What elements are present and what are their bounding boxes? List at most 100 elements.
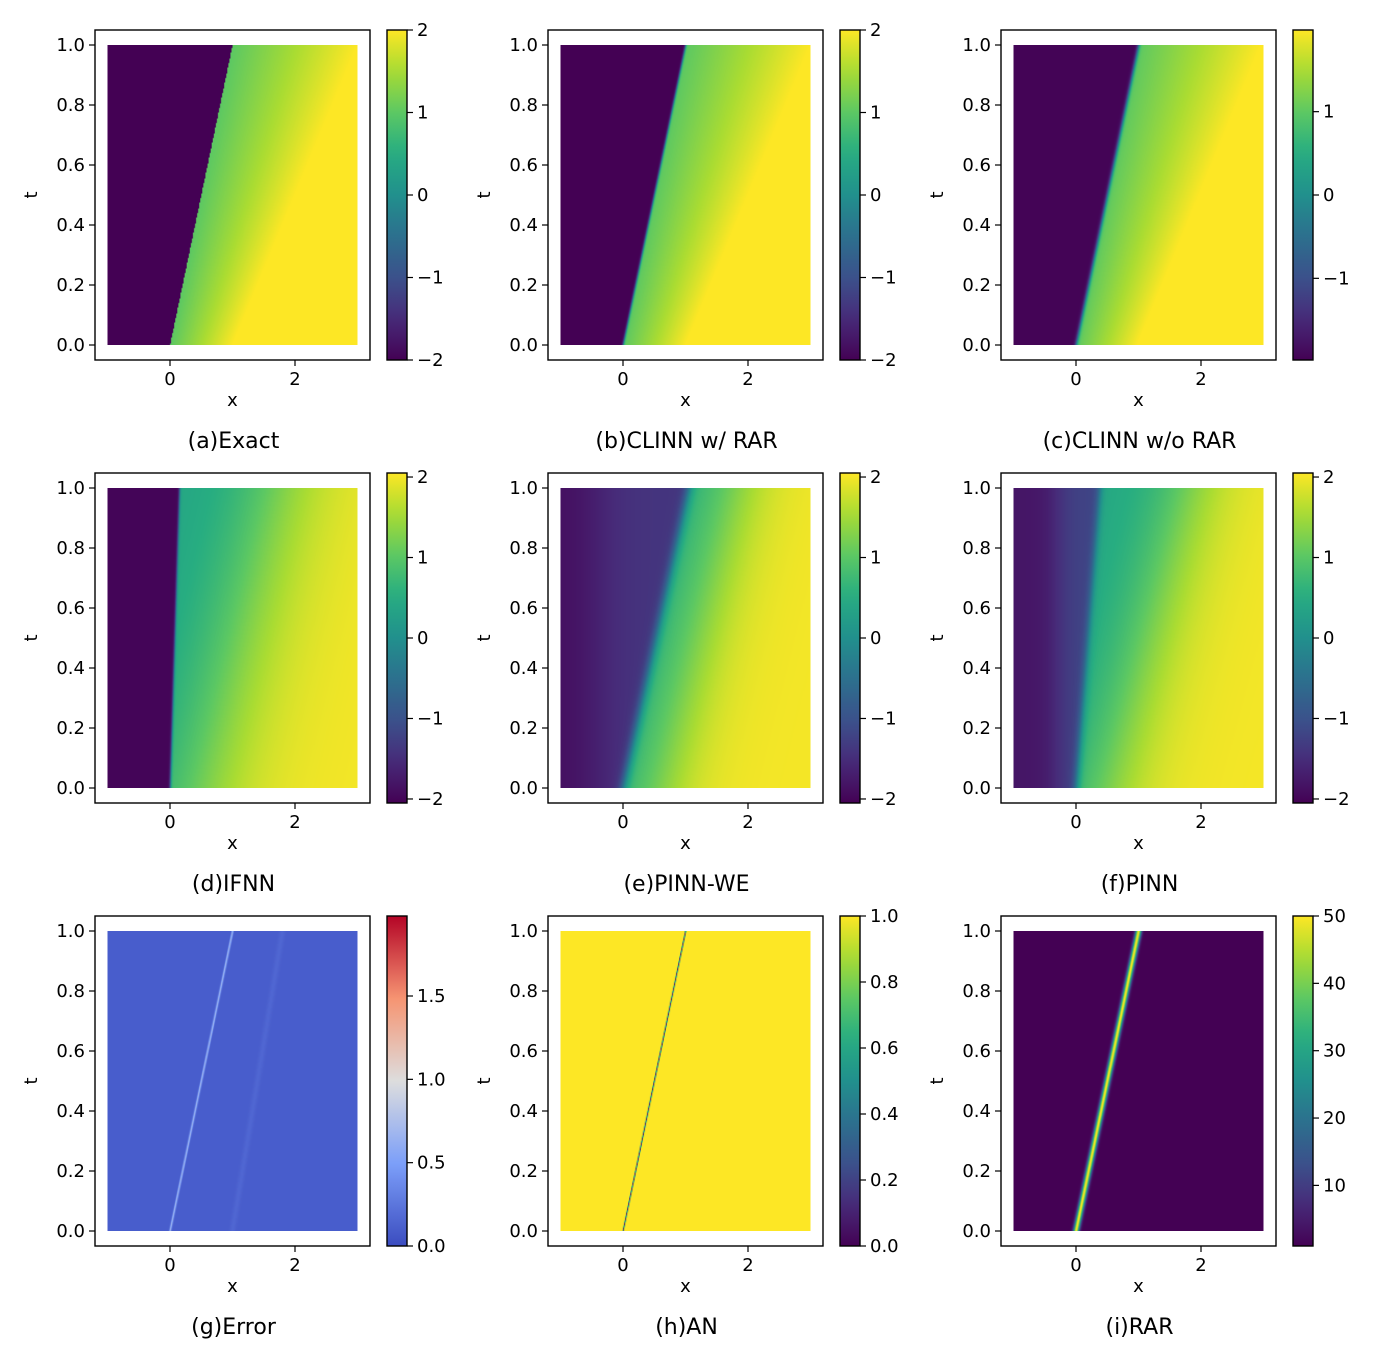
x-tick-label: 2 xyxy=(289,1255,300,1276)
y-tick-label: 0.2 xyxy=(962,718,991,739)
colorbar-tick-label: 0 xyxy=(870,628,881,649)
colorbar-tick-label: 2 xyxy=(417,20,428,41)
panel-g: 0 2 0.0 0.2 0.4 0.6 0.8 1.0 x t (g)Error 0.0 0.5 1.0 1… xyxy=(21,915,446,1340)
y-tick-label: 0.4 xyxy=(509,1101,538,1122)
colorbar xyxy=(1293,473,1313,803)
colorbar-tick-label: 1.5 xyxy=(417,986,446,1007)
panel-caption: (f)PINN xyxy=(1101,872,1179,897)
colorbar-tick-label: 1.0 xyxy=(417,1069,446,1090)
y-tick-label: 0.2 xyxy=(509,718,538,739)
y-axis-label: t xyxy=(927,634,948,641)
y-tick-label: 0.8 xyxy=(509,538,538,559)
panel-caption: (b)CLINN w/ RAR xyxy=(595,429,777,454)
colorbar-tick-label: −2 xyxy=(870,350,897,371)
panel-d: 0 2 0.0 0.2 0.4 0.6 0.8 1.0 x t (d)IFNN −2 −1 0 1 2 xyxy=(21,467,444,897)
x-tick-label: 0 xyxy=(617,369,628,390)
colorbar-frame xyxy=(839,915,861,1247)
heatmap-a xyxy=(107,45,358,345)
colorbar xyxy=(1293,30,1313,360)
x-tick-label: 0 xyxy=(1070,1255,1081,1276)
y-tick-label: 0.8 xyxy=(56,538,85,559)
x-axis-label: x xyxy=(680,833,691,854)
y-tick-label: 0.0 xyxy=(509,335,538,356)
axes-frame xyxy=(1000,915,1277,1247)
y-tick-label: 0.8 xyxy=(56,981,85,1002)
colorbar-tick-label: 0.6 xyxy=(870,1038,899,1059)
colorbar-frame xyxy=(386,915,408,1247)
y-tick-label: 1.0 xyxy=(509,478,538,499)
y-tick-label: 0.2 xyxy=(509,1161,538,1182)
colorbar-tick-label: 0 xyxy=(417,628,428,649)
x-tick-label: 0 xyxy=(164,369,175,390)
heatmap-e xyxy=(560,488,811,788)
colorbar-tick-label: 2 xyxy=(870,467,881,488)
y-axis-label: t xyxy=(474,191,495,198)
panel-caption: (i)RAR xyxy=(1105,1315,1173,1340)
x-axis-label: x xyxy=(227,1276,238,1297)
y-tick-label: 0.0 xyxy=(56,335,85,356)
panel-c: 0 2 0.0 0.2 0.4 0.6 0.8 1.0 x t (c)CLINN w/o RAR −1… xyxy=(927,29,1350,454)
colorbar-tick-label: 50 xyxy=(1323,906,1346,927)
y-axis-label: t xyxy=(474,1077,495,1084)
colorbar-tick-label: 40 xyxy=(1323,973,1346,994)
x-tick-label: 2 xyxy=(1195,1255,1206,1276)
y-tick-label: 0.0 xyxy=(56,1221,85,1242)
y-tick-label: 1.0 xyxy=(962,35,991,56)
x-tick-label: 0 xyxy=(1070,369,1081,390)
y-tick-label: 0.4 xyxy=(962,658,991,679)
y-axis-label: t xyxy=(474,634,495,641)
x-tick-label: 2 xyxy=(1195,812,1206,833)
y-tick-label: 0.4 xyxy=(509,215,538,236)
x-tick-label: 2 xyxy=(742,812,753,833)
colorbar-tick-label: 2 xyxy=(1323,467,1334,488)
panel-e: 0 2 0.0 0.2 0.4 0.6 0.8 1.0 x t (e)PINN-WE −2 −1 0 1 2 xyxy=(474,467,897,897)
y-tick-label: 1.0 xyxy=(962,921,991,942)
y-tick-label: 0.2 xyxy=(56,1161,85,1182)
y-tick-label: 0.0 xyxy=(962,335,991,356)
y-axis-label: t xyxy=(21,191,42,198)
y-tick-label: 0.6 xyxy=(962,1041,991,1062)
colorbar-tick-label: 20 xyxy=(1323,1108,1346,1129)
y-tick-label: 0.6 xyxy=(962,155,991,176)
x-tick-label: 0 xyxy=(617,812,628,833)
y-tick-label: 0.2 xyxy=(962,275,991,296)
colorbar-tick-label: −2 xyxy=(1323,789,1350,810)
y-tick-label: 0.0 xyxy=(509,778,538,799)
colorbar-tick-label: −1 xyxy=(870,268,897,289)
axes-frame xyxy=(547,472,824,804)
x-axis-label: x xyxy=(227,833,238,854)
colorbar-tick-label: −1 xyxy=(870,708,897,729)
y-tick-label: 1.0 xyxy=(56,35,85,56)
panel-caption: (a)Exact xyxy=(188,429,280,454)
colorbar-tick-label: −1 xyxy=(417,268,444,289)
colorbar-tick-label: −1 xyxy=(1323,708,1350,729)
y-axis-label: t xyxy=(21,634,42,641)
y-tick-label: 0.2 xyxy=(56,718,85,739)
axes-frame xyxy=(547,915,824,1247)
colorbar-tick-label: −2 xyxy=(417,350,444,371)
x-tick-label: 0 xyxy=(164,812,175,833)
axes-frame xyxy=(547,29,824,361)
axes-frame xyxy=(94,915,371,1247)
axes-frame xyxy=(94,472,371,804)
panel-a: 0 2 0.0 0.2 0.4 0.6 0.8 1.0 x t (a)Exact −2 −1 0 1 2 xyxy=(21,20,444,454)
colorbar-tick-label: 0.5 xyxy=(417,1153,446,1174)
axes-frame xyxy=(1000,472,1277,804)
x-axis-label: x xyxy=(680,1276,691,1297)
y-tick-label: 0.6 xyxy=(509,1041,538,1062)
colorbar xyxy=(387,473,407,803)
y-tick-label: 0.6 xyxy=(509,155,538,176)
colorbar-tick-label: 0 xyxy=(417,185,428,206)
heatmap-b xyxy=(560,45,811,345)
y-tick-label: 1.0 xyxy=(509,35,538,56)
y-tick-label: 0.0 xyxy=(962,778,991,799)
y-tick-label: 0.6 xyxy=(56,598,85,619)
y-tick-label: 0.0 xyxy=(56,778,85,799)
axes-frame xyxy=(1000,29,1277,361)
colorbar-tick-label: −2 xyxy=(870,789,897,810)
y-tick-label: 0.4 xyxy=(56,1101,85,1122)
colorbar-tick-label: 0.0 xyxy=(417,1236,446,1257)
colorbar-tick-label: 10 xyxy=(1323,1175,1346,1196)
colorbar-tick-label: 30 xyxy=(1323,1041,1346,1062)
x-tick-label: 2 xyxy=(742,369,753,390)
